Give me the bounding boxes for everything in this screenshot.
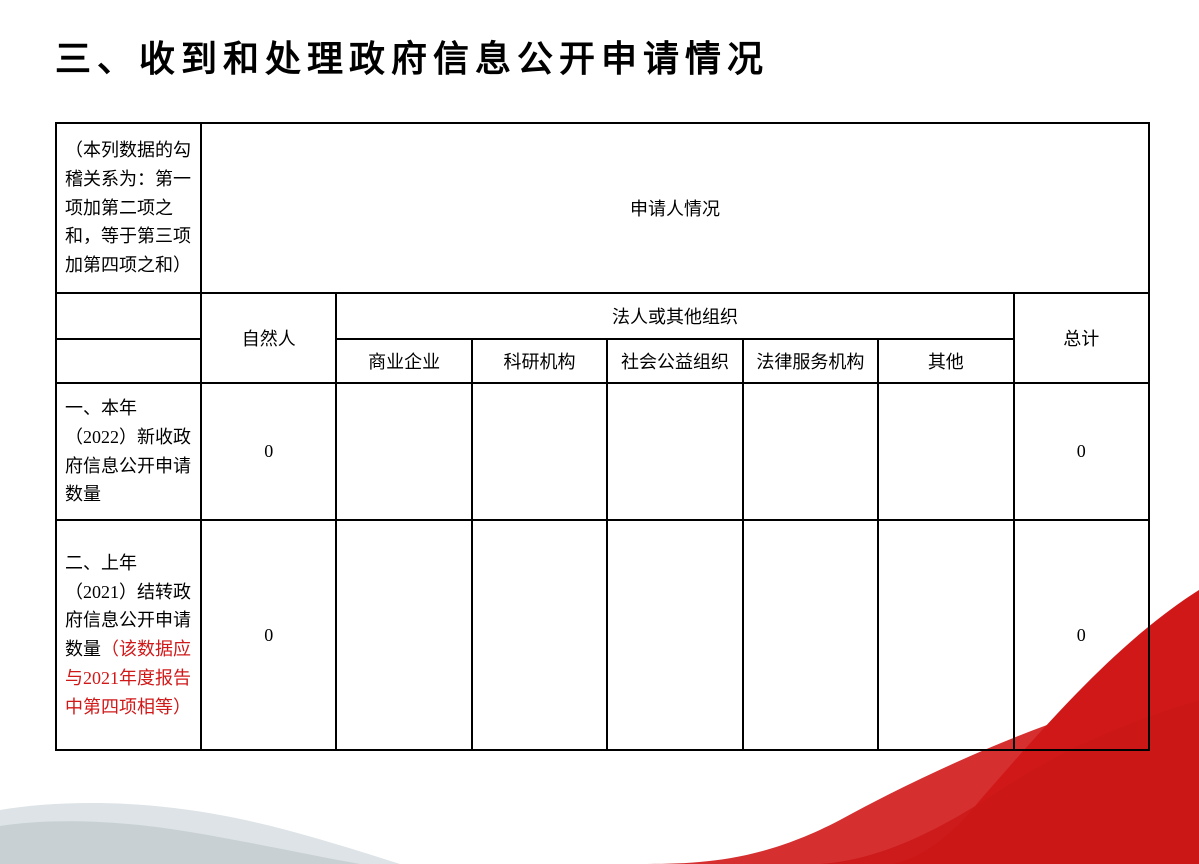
cell-other: [878, 520, 1013, 750]
cell-social: [607, 383, 742, 520]
cell-commercial: [336, 383, 471, 520]
cell-total: 0: [1014, 383, 1149, 520]
row-label-1: 一、本年（2022）新收政府信息公开申请数量: [56, 383, 201, 520]
col-other: 其他: [878, 339, 1013, 383]
cell-other: [878, 383, 1013, 520]
col-research: 科研机构: [472, 339, 607, 383]
row-label-2: 二、上年（2021）结转政府信息公开申请数量（该数据应与2021年度报告中第四项…: [56, 520, 201, 750]
cell-legal-service: [743, 520, 878, 750]
blank-cell-2: [56, 339, 201, 383]
blank-cell: [56, 293, 201, 339]
cell-total: 0: [1014, 520, 1149, 750]
col-legal-org: 法人或其他组织: [336, 293, 1013, 339]
table-row: 一、本年（2022）新收政府信息公开申请数量 0 0: [56, 383, 1149, 520]
col-legal-service: 法律服务机构: [743, 339, 878, 383]
cell-research: [472, 383, 607, 520]
applicant-header-cell: 申请人情况: [201, 123, 1149, 293]
cell-legal-service: [743, 383, 878, 520]
cell-social: [607, 520, 742, 750]
col-commercial: 商业企业: [336, 339, 471, 383]
cell-research: [472, 520, 607, 750]
row-label-text: 一、本年（2022）新收政府信息公开申请数量: [65, 398, 191, 504]
section-title: 三、收到和处理政府信息公开申请情况: [55, 30, 1144, 82]
cell-natural-person: 0: [201, 383, 336, 520]
cell-commercial: [336, 520, 471, 750]
table-row: 二、上年（2021）结转政府信息公开申请数量（该数据应与2021年度报告中第四项…: [56, 520, 1149, 750]
col-total: 总计: [1014, 293, 1149, 383]
col-natural-person: 自然人: [201, 293, 336, 383]
col-social: 社会公益组织: [607, 339, 742, 383]
header-note-cell: （本列数据的勾稽关系为：第一项加第二项之和，等于第三项加第四项之和）: [56, 123, 201, 293]
applications-table: （本列数据的勾稽关系为：第一项加第二项之和，等于第三项加第四项之和） 申请人情况…: [55, 122, 1150, 751]
cell-natural-person: 0: [201, 520, 336, 750]
